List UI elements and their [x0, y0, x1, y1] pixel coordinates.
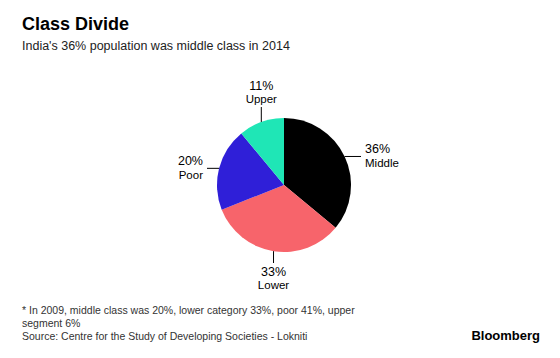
pie-slice: [241, 118, 284, 185]
pie: [217, 118, 351, 252]
category-label: Lower: [258, 279, 289, 291]
brand: Bloomberg: [471, 328, 540, 343]
data-label: 11%: [249, 79, 273, 93]
leader-line: [273, 251, 274, 263]
leader-line: [345, 156, 361, 157]
data-label: 20%: [178, 154, 203, 168]
leader-line: [207, 168, 219, 169]
data-label: 36%: [365, 142, 390, 156]
source: Source: Centre for the Study of Developi…: [22, 330, 307, 342]
footnote: * In 2009, middle class was 20%, lower c…: [22, 304, 355, 316]
pie-labels: 36%Middle 33%Lower 20%Poor 11%Upper: [178, 79, 399, 291]
category-label: Middle: [365, 157, 399, 169]
category-label: Poor: [179, 169, 203, 181]
category-label: Upper: [246, 93, 277, 105]
leader-line: [261, 107, 262, 122]
page: {"chart_data": {"type": "pie", "title": …: [0, 0, 560, 358]
data-label: 33%: [261, 265, 286, 279]
subtitle: India's 36% population was middle class …: [22, 39, 290, 53]
chart: Class Divide India's 36% population was m…: [0, 0, 560, 358]
footnote: segment 6%: [22, 317, 80, 329]
title: Class Divide: [22, 14, 129, 34]
